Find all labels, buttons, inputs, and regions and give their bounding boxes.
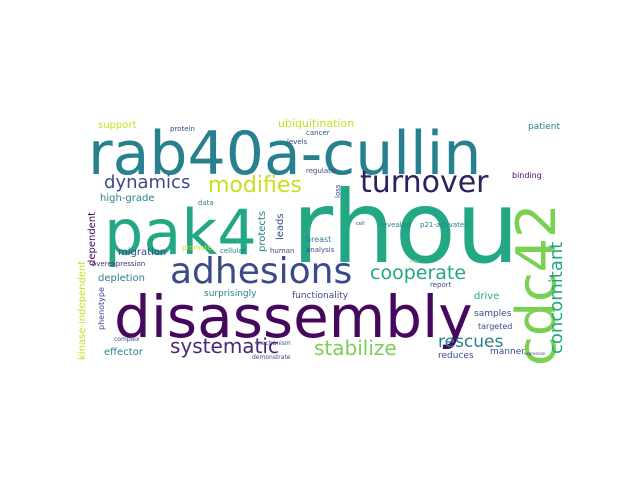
word-expression: expression [524, 351, 546, 356]
word-reduces: reduces [438, 351, 474, 361]
word-adhesions: adhesions [170, 251, 353, 292]
word-ubiquitination: ubiquitination [278, 117, 355, 130]
word-protein: protein [170, 125, 195, 133]
word-demonstrate: demonstrate [252, 354, 291, 361]
word-systematic: systematic [170, 334, 279, 358]
word-data: data [198, 199, 214, 207]
word-pak4: pak4 [104, 196, 257, 269]
word-manner: manner [490, 347, 525, 357]
word-report: report [430, 281, 452, 289]
word-samples: samples [474, 309, 512, 319]
word-stabilize: stabilize [314, 336, 397, 360]
word-support: support [98, 120, 137, 131]
word-protects: protects [257, 210, 268, 252]
word-rhou: rhou [292, 169, 520, 286]
word-analysis: analysis [306, 246, 335, 254]
word-revealed: revealed [380, 221, 411, 229]
word-rescues: rescues [438, 332, 504, 352]
word-dependent: dependent [87, 211, 98, 266]
word-cooperate: cooperate [370, 262, 467, 284]
word-dynamics: dynamics [104, 172, 191, 193]
word-regulate: regulate [306, 167, 336, 175]
word-leads: leads [275, 213, 286, 240]
word-disassembly: disassembly [114, 283, 473, 351]
word-effector: effector [104, 347, 143, 358]
word-migration: migration [118, 247, 167, 258]
word-p21-activated: p21-activated [420, 221, 469, 229]
word-modifies: modifies [208, 173, 302, 198]
word-high-grade: high-grade [100, 193, 155, 204]
word-surprisingly: surprisingly [204, 289, 257, 299]
word-drive: drive [474, 291, 500, 302]
word-kinase-independent: kinase-independent [77, 260, 88, 360]
word-complex: complex [114, 336, 140, 343]
word-cell: cell [356, 221, 365, 227]
word-human: human [270, 247, 295, 255]
word-cancer: cancer [306, 129, 330, 137]
word-overexpression: overexpression [92, 260, 146, 268]
word-promote: promote [182, 244, 212, 252]
word-depletion: depletion [98, 273, 145, 284]
word-targeted: targeted [478, 322, 513, 331]
word-rab40a-cullin: rab40a-cullin [88, 119, 482, 189]
word-cellular: cellular [220, 247, 246, 255]
word-binding: binding [512, 171, 542, 180]
word-patient: patient [528, 122, 561, 132]
word-role: role [410, 259, 420, 265]
word-mechanism: mechanism [256, 340, 291, 347]
word-turnover: turnover [360, 165, 489, 200]
word-functionality: functionality [292, 291, 349, 301]
word-levels: levels [287, 138, 308, 146]
word-concomitant: concomitant [546, 241, 567, 354]
word-loss: loss [334, 184, 342, 198]
word-phenotype: phenotype [97, 287, 106, 330]
word-breast: breast [306, 235, 332, 244]
